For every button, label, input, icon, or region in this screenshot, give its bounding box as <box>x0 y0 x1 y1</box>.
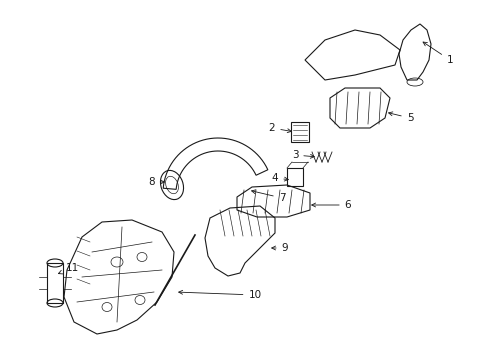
Text: 10: 10 <box>178 290 261 300</box>
Text: 7: 7 <box>251 190 285 203</box>
Text: 6: 6 <box>311 200 350 210</box>
Text: 9: 9 <box>271 243 288 253</box>
Text: 5: 5 <box>388 112 412 123</box>
Text: 4: 4 <box>271 173 288 183</box>
Text: 8: 8 <box>148 177 164 187</box>
Text: 3: 3 <box>291 150 314 160</box>
Text: 1: 1 <box>422 42 452 65</box>
Text: 11: 11 <box>58 263 79 274</box>
Text: 2: 2 <box>268 123 291 133</box>
